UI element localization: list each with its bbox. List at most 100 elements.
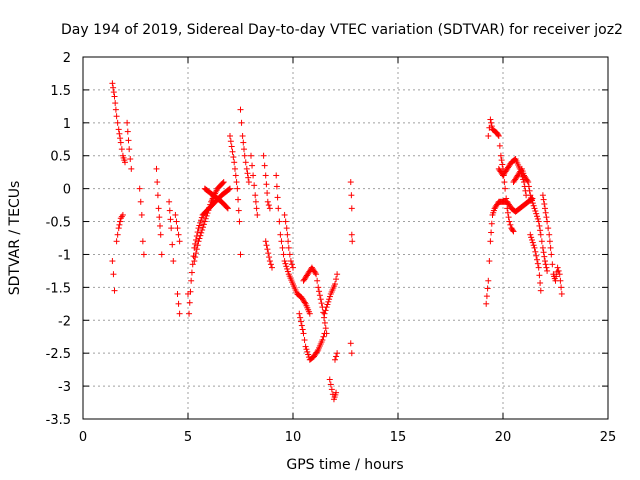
- data-point: [219, 179, 226, 186]
- data-point: [322, 325, 329, 332]
- data-point: [197, 219, 204, 226]
- data-point: [195, 238, 202, 245]
- data-point: [201, 218, 208, 225]
- data-point: [484, 285, 491, 292]
- data-point: [278, 238, 285, 245]
- data-point: [156, 214, 163, 221]
- data-point: [233, 179, 240, 186]
- data-point: [483, 293, 490, 300]
- data-point: [300, 330, 307, 337]
- data-point: [543, 214, 550, 221]
- data-point: [227, 138, 234, 145]
- data-point: [530, 202, 537, 209]
- data-point: [136, 185, 143, 192]
- data-point: [241, 152, 248, 159]
- data-point: [285, 244, 292, 251]
- data-point: [205, 207, 212, 214]
- data-point: [531, 244, 538, 251]
- data-point: [528, 194, 535, 201]
- data-point: [112, 100, 119, 107]
- data-point: [319, 337, 326, 344]
- data-point: [245, 179, 252, 186]
- data-point: [125, 137, 132, 144]
- data-point: [237, 106, 244, 113]
- data-point: [110, 84, 117, 91]
- data-point: [253, 205, 260, 212]
- data-point: [118, 146, 125, 153]
- data-point: [296, 310, 303, 317]
- data-point: [555, 267, 562, 274]
- y-axis-label: SDTVAR / TECUs: [7, 181, 23, 296]
- data-point: [537, 287, 544, 294]
- data-point: [286, 251, 293, 258]
- data-point: [326, 293, 333, 300]
- data-point: [297, 314, 304, 321]
- data-point: [348, 231, 355, 238]
- data-point: [235, 207, 242, 214]
- x-tick-label: 10: [285, 430, 302, 445]
- data-point: [263, 242, 270, 249]
- data-point: [539, 192, 546, 199]
- data-point: [546, 231, 553, 238]
- data-point: [174, 225, 181, 232]
- y-tick-label: -1: [58, 248, 71, 263]
- data-point: [264, 198, 271, 205]
- data-point: [553, 273, 560, 280]
- data-point: [110, 271, 117, 278]
- data-point: [301, 299, 308, 306]
- data-point: [547, 244, 554, 251]
- data-point: [313, 271, 320, 278]
- data-point: [542, 205, 548, 212]
- data-point: [248, 152, 254, 159]
- data-point: [539, 244, 546, 251]
- data-point: [537, 279, 544, 286]
- data-point: [237, 251, 244, 258]
- data-point: [282, 218, 289, 225]
- data-point: [196, 222, 203, 229]
- data-point: [322, 307, 329, 314]
- data-point: [526, 187, 533, 194]
- data-point: [232, 172, 239, 179]
- data-point: [326, 296, 333, 303]
- data-point: [113, 238, 120, 245]
- data-point: [542, 261, 549, 268]
- data-point: [333, 389, 340, 396]
- data-point: [241, 146, 247, 153]
- data-point: [249, 162, 256, 169]
- data-point: [252, 192, 259, 199]
- data-point: [537, 227, 544, 234]
- data-point: [154, 179, 161, 186]
- data-point: [541, 253, 548, 260]
- data-point: [243, 165, 250, 172]
- data-point: [111, 93, 118, 100]
- data-point: [487, 238, 494, 245]
- data-point: [485, 132, 492, 139]
- data-point: [536, 272, 543, 279]
- data-point: [485, 277, 492, 284]
- data-point: [245, 174, 252, 181]
- data-point: [504, 205, 511, 212]
- data-point: [543, 264, 550, 271]
- data-point: [155, 205, 162, 212]
- data-point: [261, 162, 268, 169]
- data-point: [126, 146, 133, 153]
- data-point: [262, 238, 269, 245]
- data-point: [347, 179, 354, 186]
- data-point: [321, 310, 328, 317]
- data-point: [166, 198, 173, 205]
- data-point: [285, 238, 292, 245]
- data-point: [505, 214, 512, 221]
- data-point: [187, 288, 194, 295]
- data-point: [236, 218, 243, 225]
- data-point: [231, 159, 238, 166]
- data-point: [542, 258, 548, 265]
- data-point: [557, 277, 564, 284]
- data-point: [333, 353, 340, 360]
- data-point: [158, 251, 165, 258]
- data-point: [265, 250, 272, 257]
- data-point: [540, 196, 547, 203]
- data-point: [188, 269, 195, 276]
- data-point: [238, 119, 245, 126]
- data-point: [287, 258, 294, 265]
- data-point: [303, 346, 310, 353]
